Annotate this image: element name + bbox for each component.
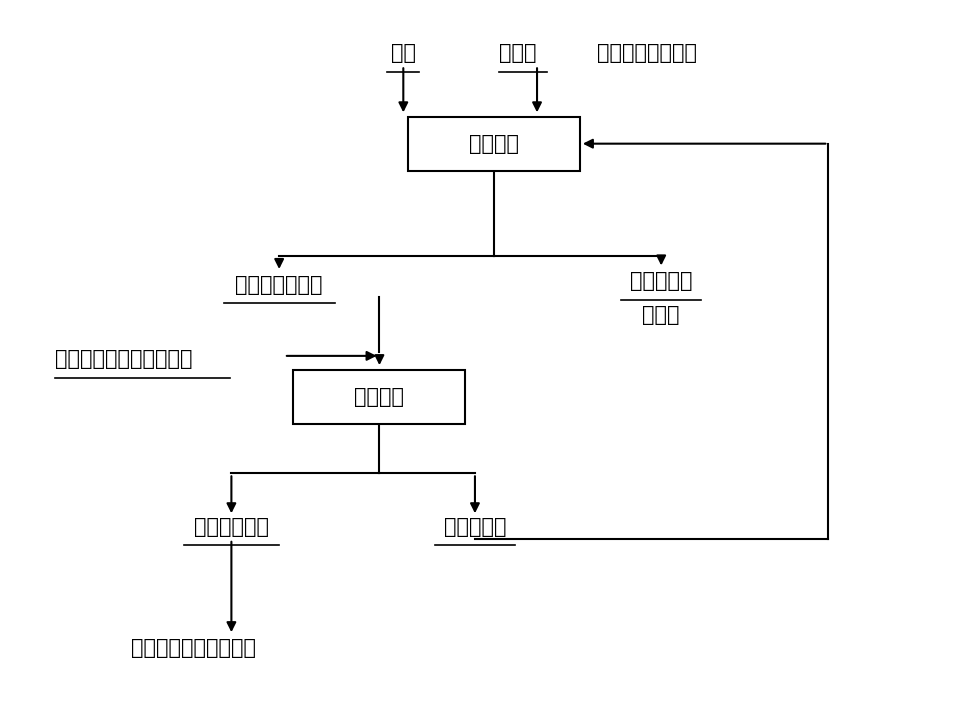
Text: 苏打: 苏打 [391,44,416,63]
Text: 粗钨酸钠溶液: 粗钨酸钠溶液 [194,517,268,537]
Text: 低钨高苏打溶液: 低钨高苏打溶液 [235,274,323,295]
Text: （弃）: （弃） [642,305,680,325]
FancyBboxPatch shape [294,370,465,423]
Text: 一次压煮渣: 一次压煮渣 [444,517,506,537]
Text: 一次压煮: 一次压煮 [355,387,404,407]
FancyBboxPatch shape [408,118,580,171]
Text: 添加剂: 添加剂 [499,44,536,63]
Text: 转钨冶炼后续工序处理: 转钨冶炼后续工序处理 [131,638,256,658]
Text: 二次压煮渣: 二次压煮渣 [630,271,693,291]
Text: 二次压煮: 二次压煮 [469,134,519,154]
Text: （固碱、氧化铝）: （固碱、氧化铝） [597,44,698,63]
Text: 白钨矿、黑钨矿或钨中矿: 白钨矿、黑钨矿或钨中矿 [54,349,192,370]
